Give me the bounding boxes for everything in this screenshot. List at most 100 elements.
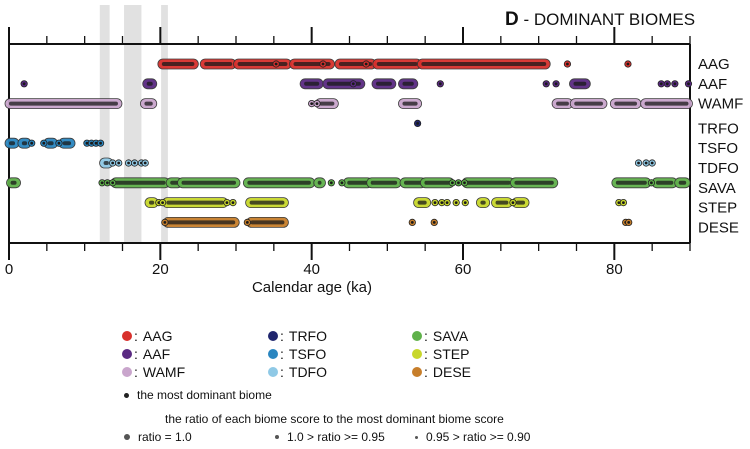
data-marks — [4, 58, 693, 228]
dominant-core — [424, 180, 451, 185]
x-tick-label: 0 — [5, 261, 13, 278]
dominant-core — [370, 180, 398, 185]
dominant-core — [250, 220, 285, 225]
series-aaf — [20, 78, 693, 90]
dominant-core — [167, 220, 236, 225]
axes — [8, 27, 691, 260]
dominant-dot — [274, 62, 278, 66]
dominant-core — [573, 81, 587, 86]
dominant-dot — [627, 221, 631, 224]
dominant-core — [181, 180, 236, 185]
series-sava — [6, 177, 691, 189]
dominant-dot — [410, 221, 414, 224]
dominant-core — [21, 141, 28, 146]
dominant-core — [249, 200, 285, 205]
dominant-core — [9, 101, 118, 106]
series-trfo — [413, 119, 422, 128]
dominant-dot — [457, 181, 460, 185]
dominant-core — [114, 180, 166, 185]
series-tsfo — [4, 137, 105, 149]
dominant-dot — [416, 122, 419, 125]
x-tick-label: 40 — [303, 261, 320, 278]
dominant-dot — [42, 141, 46, 145]
row-labels: AAG AAF WAMF TRFO TSFO TDFO SAVA STEP DESE — [698, 56, 743, 236]
dominant-dot — [310, 102, 314, 105]
dominant-core — [166, 200, 224, 205]
dominant-dot — [245, 221, 249, 224]
dominant-dot — [665, 82, 669, 86]
dominant-core — [515, 200, 526, 205]
row-label: TRFO — [698, 120, 739, 137]
dominant-core — [304, 81, 320, 86]
x-tick-label: 20 — [152, 261, 169, 278]
dominant-dot — [57, 141, 61, 145]
title-text: - DOMINANT BIOMES — [518, 10, 696, 29]
dominant-core — [170, 180, 179, 185]
dominant-core — [144, 101, 153, 106]
dominant-dot — [650, 161, 654, 165]
dominant-core — [204, 62, 233, 66]
chart-title: D - DOMINANT BIOMES — [505, 9, 695, 31]
dominant-dot — [544, 82, 548, 86]
dominant-core — [247, 180, 311, 185]
dominant-dot — [30, 141, 34, 145]
dominant-dot — [315, 102, 319, 105]
dominant-core — [574, 101, 603, 106]
dominant-core — [678, 180, 687, 185]
dominant-dot — [644, 161, 648, 165]
dominant-core — [376, 62, 418, 66]
series-tdfo — [99, 157, 656, 169]
ratio-small-dot-icon — [415, 435, 418, 439]
row-label: AAG — [698, 56, 730, 73]
dominant-core — [556, 101, 569, 106]
dominant-dot — [351, 82, 355, 86]
dominant-dot — [511, 201, 515, 205]
legend-ratio-2: 1.0 > ratio >= 0.95 — [275, 430, 385, 444]
dominant-dot — [100, 181, 104, 185]
dominant-dot — [99, 141, 102, 145]
dominant-core — [495, 200, 509, 205]
dominant-dot — [433, 201, 437, 205]
dominant-core — [148, 200, 155, 205]
ratio-medium-dot-icon — [275, 435, 279, 439]
dominant-core — [375, 81, 392, 86]
legend-ratio-heading: the ratio of each biome score to the mos… — [165, 412, 504, 426]
dominant-dot — [463, 181, 466, 185]
dominant-core — [644, 101, 689, 106]
legend-ratio-3: 0.95 > ratio >= 0.90 — [415, 430, 530, 444]
dominant-dot — [85, 141, 89, 145]
dominant-dot — [231, 201, 235, 205]
dominant-dot — [445, 201, 449, 205]
dominant-dot — [566, 62, 569, 66]
dominant-dot — [440, 201, 444, 205]
dominant-dot — [673, 82, 677, 86]
dominant-dot — [340, 181, 344, 185]
legend-marker — [122, 331, 132, 341]
legend-item-sava: : SAVA — [412, 328, 468, 344]
dominant-core — [317, 180, 322, 185]
dominant-dot — [463, 201, 467, 205]
dominant-dot — [117, 161, 121, 165]
dominant-dot — [127, 161, 130, 165]
legend-marker — [268, 367, 278, 377]
row-label: TDFO — [698, 160, 739, 177]
dominant-dot — [161, 201, 165, 205]
dominant-dot — [111, 181, 115, 185]
dominant-dot — [22, 82, 26, 86]
legend-marker — [268, 331, 278, 341]
dominant-dot — [637, 161, 640, 165]
row-label: STEP — [698, 200, 737, 217]
dominant-dot — [650, 181, 653, 185]
dominant-dot — [111, 161, 115, 165]
dominant-core — [146, 81, 153, 86]
dominant-core — [480, 200, 486, 205]
legend-marker — [122, 367, 132, 377]
dominant-core — [237, 62, 288, 66]
x-tick-label: 80 — [606, 261, 623, 278]
dominant-dot — [687, 82, 690, 86]
legend-marker — [412, 331, 422, 341]
shaded-interval — [124, 5, 142, 243]
series-aag — [157, 58, 632, 70]
dominant-core — [347, 180, 369, 185]
